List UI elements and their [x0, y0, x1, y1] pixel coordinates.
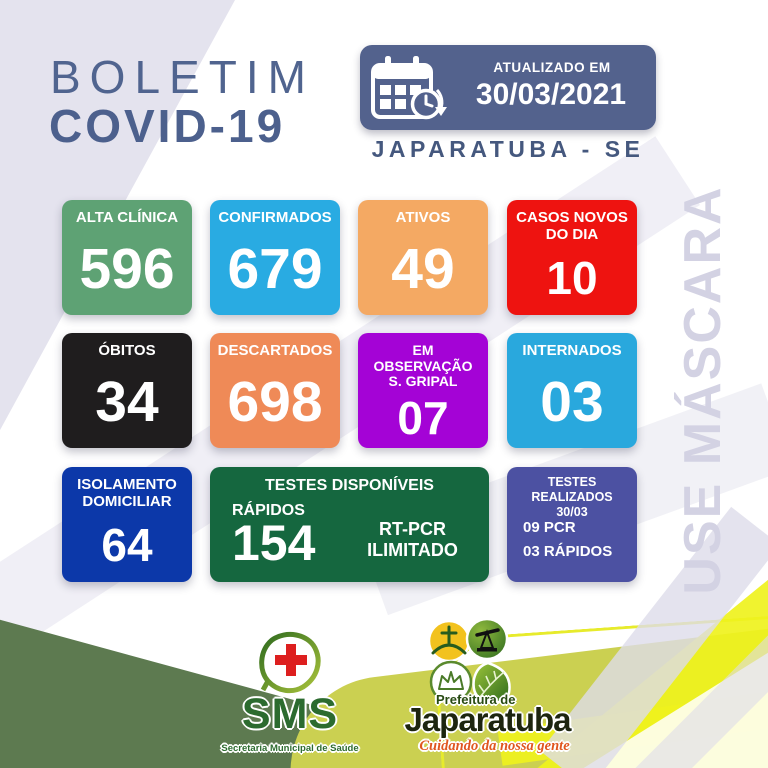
tests-rapid-value: 154	[232, 515, 316, 571]
stat-card-label: INTERNADOS	[522, 342, 622, 359]
stat-card-value: 64	[101, 519, 153, 572]
tests-pcr-line2: ILIMITADO	[367, 539, 458, 560]
stat-card-value: 07	[397, 392, 449, 444]
stat-card-casos-novos: CASOS NOVOS DO DIA 10	[507, 200, 637, 315]
stat-card-label: ISOLAMENTO DOMICILIAR	[77, 476, 177, 510]
stat-card-value: 10	[546, 252, 598, 305]
updated-date-badge: ATUALIZADO EM 30/03/2021	[360, 45, 656, 130]
updated-label: ATUALIZADO EM	[493, 60, 611, 75]
stat-card-label: EM OBSERVAÇÃO S. GRIPAL	[373, 342, 473, 390]
sms-tagline: Secretaria Municipal de Saúde	[221, 743, 359, 754]
tests-done-title: TESTES REALIZADOS 30/03	[531, 475, 613, 519]
stat-card-internados: INTERNADOS 03	[507, 333, 637, 448]
stat-card-label: ALTA CLÍNICA	[75, 209, 179, 226]
stat-card-label: DESCARTADOS	[217, 342, 333, 359]
sms-name: SMS	[241, 690, 339, 738]
stat-card-label: ATIVOS	[395, 209, 451, 226]
prefecture-name: Japaratuba	[404, 701, 571, 738]
tests-done-item: 09 PCR	[523, 519, 576, 536]
tests-pcr-block: RT-PCR ILIMITADO	[350, 519, 475, 560]
stat-card-obitos: ÓBITOS 34	[62, 333, 192, 448]
sms-logo	[259, 631, 321, 694]
stat-card-em-observacao: EM OBSERVAÇÃO S. GRIPAL 07	[358, 333, 488, 448]
stat-card-alta-clinica: ALTA CLÍNICA 596	[62, 200, 192, 315]
tests-available-title: TESTES DISPONÍVEIS	[265, 477, 434, 494]
updated-date: 30/03/2021	[475, 78, 627, 111]
stat-card-ativos: ATIVOS 49	[358, 200, 488, 315]
location-title: JAPARATUBA - SE	[371, 136, 645, 162]
use-mask-vertical-text: USE MÁSCARA	[674, 185, 732, 595]
stat-card-value: 49	[391, 236, 455, 301]
stat-card-value: 698	[227, 369, 323, 434]
stat-card-value: 03	[540, 369, 604, 434]
tests-done-card: TESTES REALIZADOS 30/03 09 PCR 03 RÁPIDO…	[507, 467, 637, 582]
tests-available-card: TESTES DISPONÍVEIS RÁPIDOS 154 RT-PCR IL…	[210, 467, 489, 582]
tests-pcr-line1: RT-PCR	[379, 519, 446, 539]
prefecture-slogan: Cuidando da nossa gente	[419, 738, 570, 754]
stat-card-value: 596	[79, 236, 175, 301]
tests-rapid-block: RÁPIDOS 154	[232, 502, 316, 571]
stat-card-value: 679	[227, 236, 323, 301]
stat-card-label: ÓBITOS	[98, 342, 156, 359]
oil-pump-icon	[465, 619, 509, 661]
page-title-line2: COVID-19	[49, 100, 286, 152]
calendar-clock-icon	[371, 56, 447, 120]
stat-card-descartados: DESCARTADOS 698	[210, 333, 340, 448]
stat-card-isolamento: ISOLAMENTO DOMICILIAR 64	[62, 467, 192, 582]
tests-done-item: 03 RÁPIDOS	[523, 543, 613, 560]
stat-card-confirmados: CONFIRMADOS 679	[210, 200, 340, 315]
page-title-line1: BOLETIM	[50, 51, 315, 103]
stat-card-value: 34	[95, 369, 159, 434]
tests-rapid-label: RÁPIDOS	[232, 502, 305, 519]
stat-card-label: CASOS NOVOS DO DIA	[516, 209, 628, 243]
stat-card-label: CONFIRMADOS	[218, 209, 332, 226]
